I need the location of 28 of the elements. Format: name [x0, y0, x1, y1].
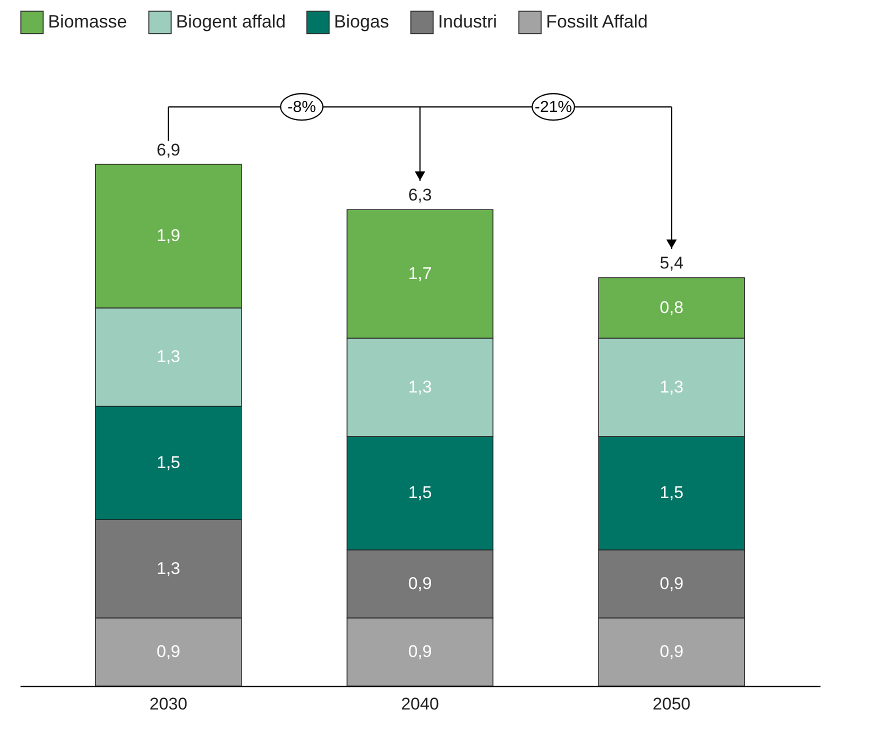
- data-label: 1,3: [156, 558, 180, 578]
- data-label: 1,3: [408, 377, 432, 396]
- data-label: 0,9: [660, 642, 684, 661]
- text: -8%: [288, 98, 316, 116]
- data-label: 1,3: [156, 347, 180, 366]
- x-tick-label: 2050: [652, 694, 690, 714]
- total-label: 6,3: [408, 186, 432, 205]
- data-label: 1,5: [408, 483, 432, 502]
- legend-label: Fossilt Affald: [546, 11, 648, 32]
- x-tick-label: 2030: [150, 694, 188, 714]
- total-label: 5,4: [660, 254, 684, 273]
- legend-label: Biogas: [334, 11, 390, 32]
- data-label: 0,9: [408, 574, 432, 593]
- data-label: 1,9: [156, 226, 180, 246]
- data-label: 1,5: [156, 452, 180, 472]
- legend-label: Biogent affald: [176, 11, 286, 32]
- data-label: 1,7: [408, 264, 432, 283]
- legend-label: Biomasse: [48, 11, 128, 32]
- text: -21%: [534, 98, 572, 116]
- total-label: 6,9: [156, 140, 180, 160]
- legend-label: Industri: [438, 11, 498, 32]
- data-label: 0,9: [408, 642, 432, 661]
- x-tick-label: 2040: [401, 694, 439, 714]
- data-label: 0,9: [660, 574, 684, 593]
- data-label: 1,5: [660, 483, 684, 502]
- data-label: 1,3: [660, 377, 684, 396]
- data-label: 0,8: [660, 298, 684, 317]
- data-label: 0,9: [156, 642, 180, 661]
